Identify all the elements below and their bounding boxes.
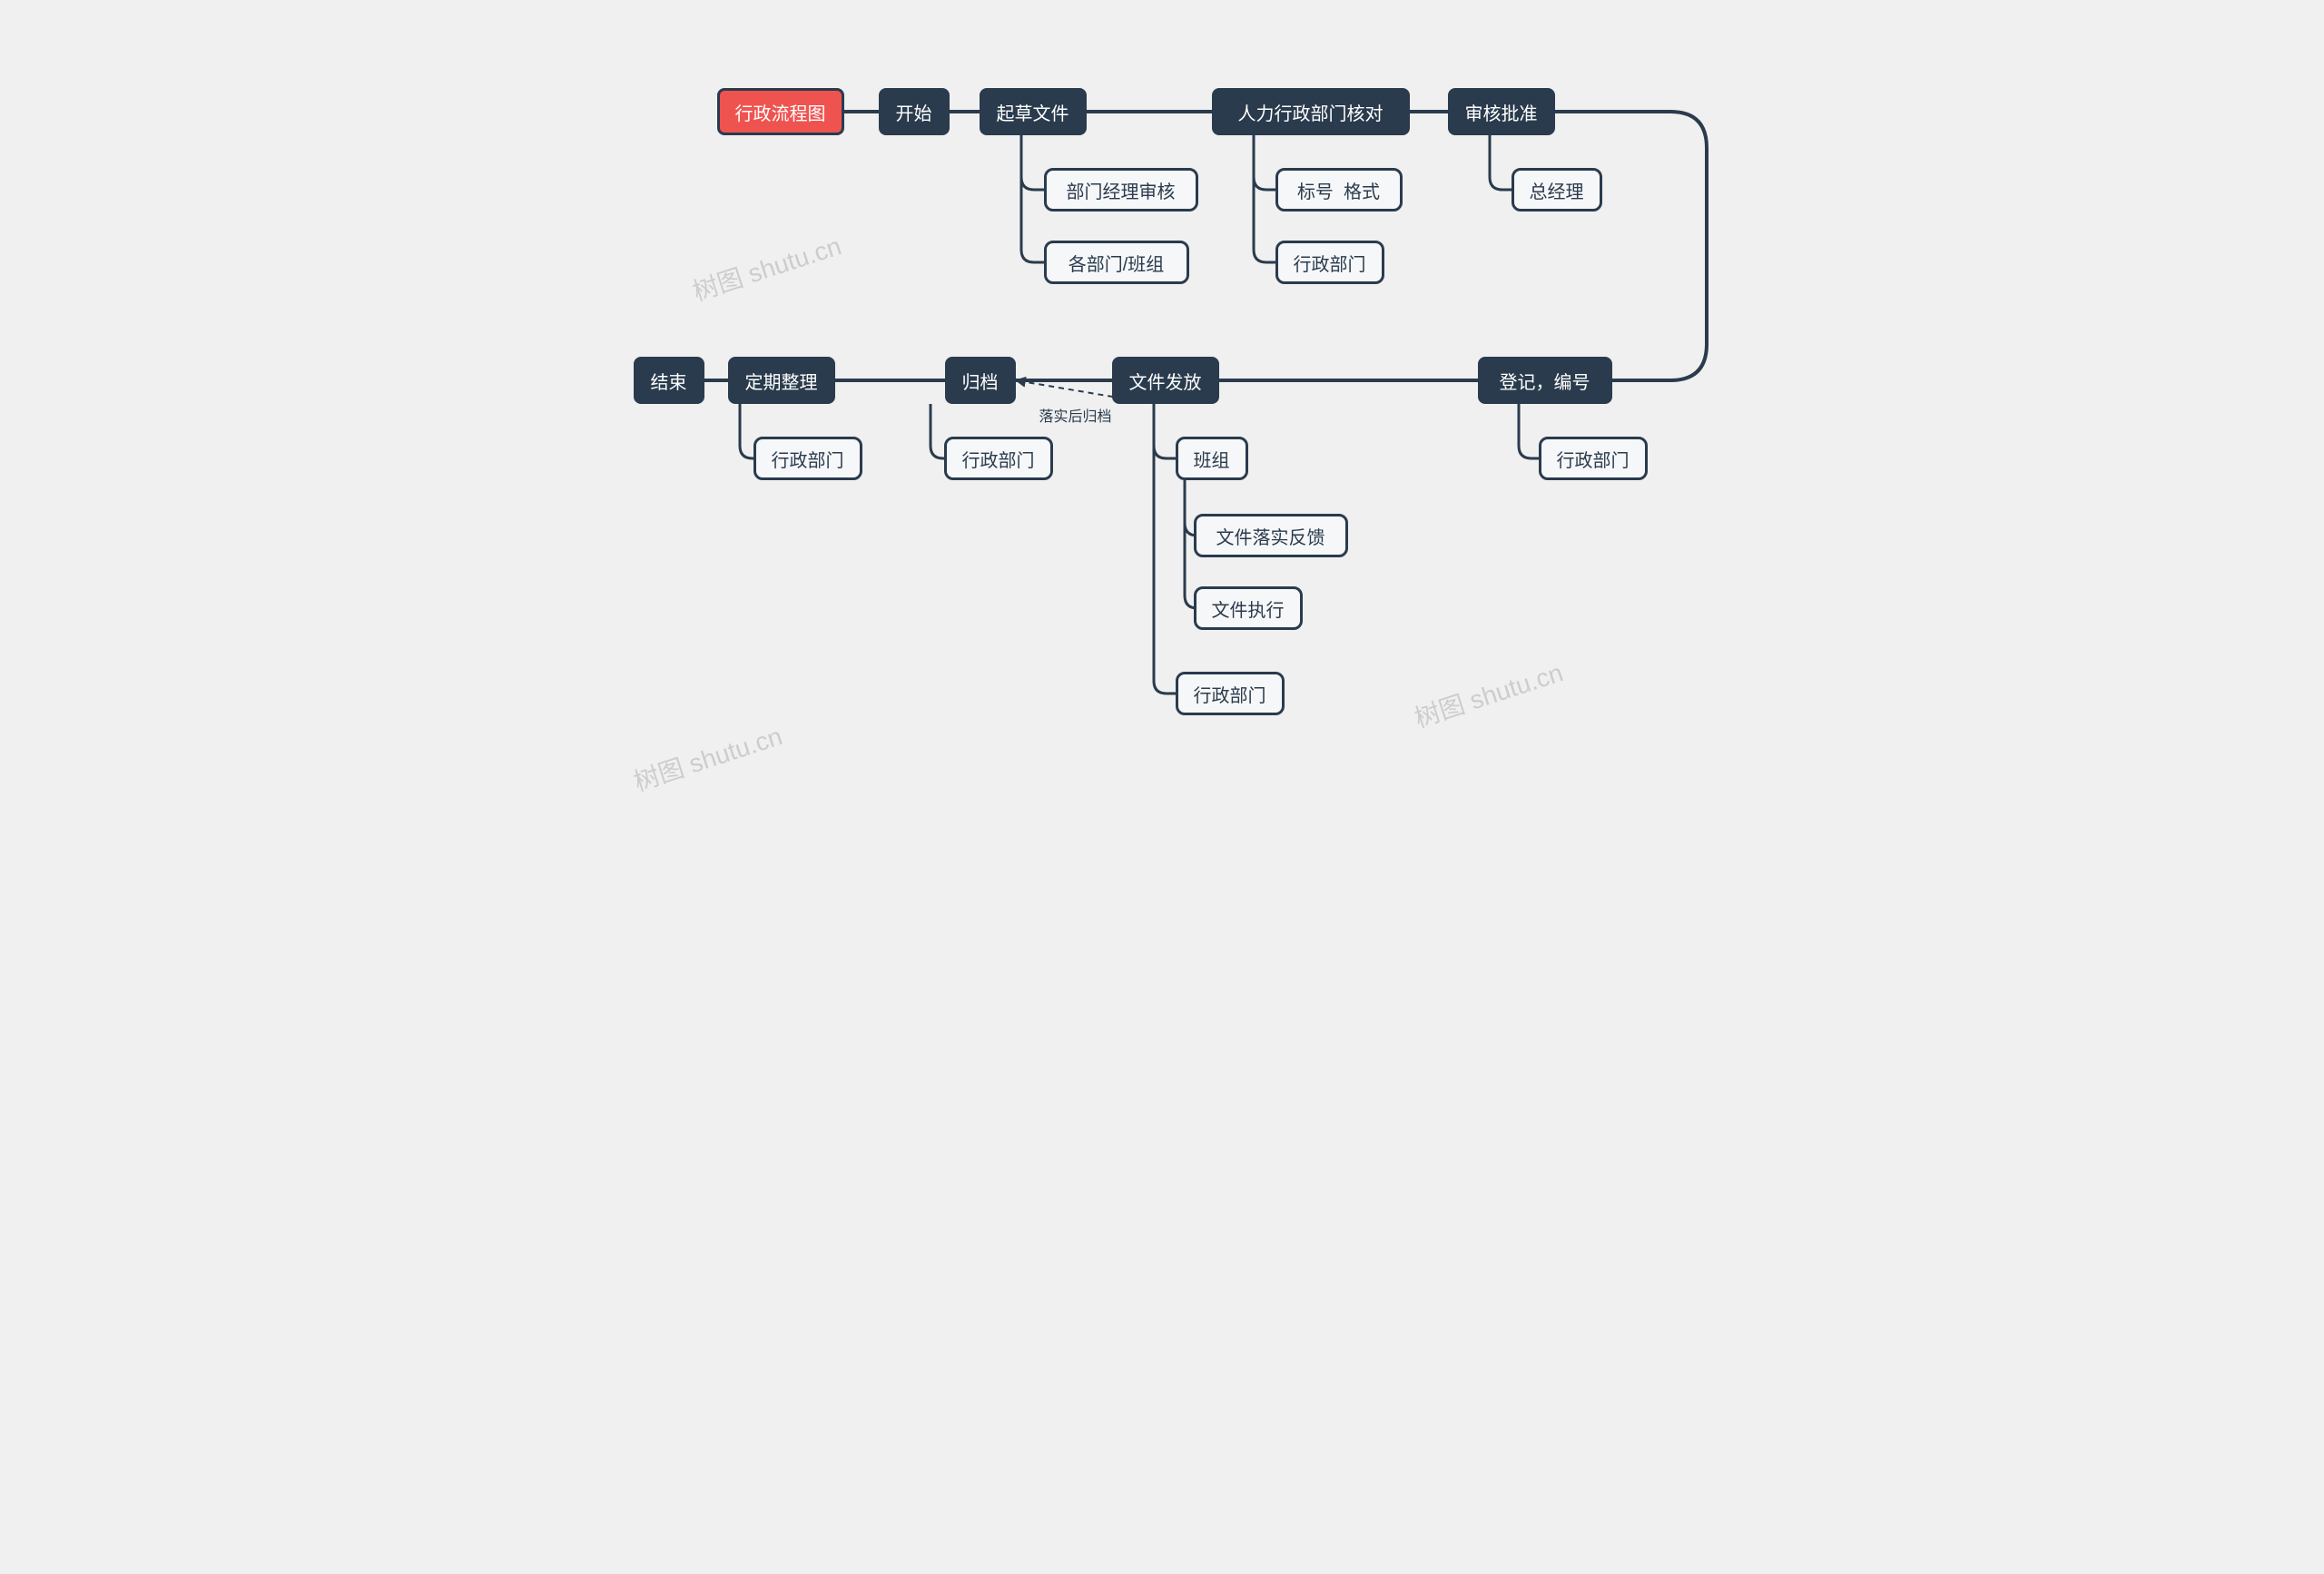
node-tidy[interactable]: 定期整理 bbox=[728, 357, 835, 404]
watermark: 树图 shutu.cn bbox=[628, 717, 786, 799]
node-admin3[interactable]: 行政部门 bbox=[1176, 672, 1285, 715]
node-admin1[interactable]: 行政部门 bbox=[1275, 241, 1384, 284]
node-admin4[interactable]: 行政部门 bbox=[944, 437, 1053, 480]
node-gm[interactable]: 总经理 bbox=[1512, 168, 1602, 212]
node-admin5[interactable]: 行政部门 bbox=[753, 437, 862, 480]
node-start[interactable]: 开始 bbox=[879, 88, 950, 135]
node-hrcheck[interactable]: 人力行政部门核对 bbox=[1212, 88, 1410, 135]
watermark: 树图 shutu.cn bbox=[1409, 654, 1567, 735]
flowchart-canvas: 落实后归档 行政流程图开始起草文件 人力行政部门核对审核批准部门经理审核各部门/班组… bbox=[549, 0, 1776, 830]
node-end[interactable]: 结束 bbox=[634, 357, 704, 404]
node-team[interactable]: 班组 bbox=[1176, 437, 1248, 480]
node-draft[interactable]: 起草文件 bbox=[980, 88, 1087, 135]
edge-label-archive: 落实后归档 bbox=[1038, 404, 1114, 426]
node-archive[interactable]: 归档 bbox=[945, 357, 1016, 404]
node-issue[interactable]: 文件发放 bbox=[1112, 357, 1219, 404]
node-admin2[interactable]: 行政部门 bbox=[1539, 437, 1648, 480]
node-mgrrev[interactable]: 部门经理审核 bbox=[1044, 168, 1198, 212]
node-exec[interactable]: 文件执行 bbox=[1194, 586, 1303, 630]
node-fb[interactable]: 文件落实反馈 bbox=[1194, 514, 1348, 557]
node-title[interactable]: 行政流程图 bbox=[717, 88, 844, 135]
node-reg[interactable]: 登记，编号 bbox=[1478, 357, 1612, 404]
node-approve[interactable]: 审核批准 bbox=[1448, 88, 1555, 135]
watermark: 树图 shutu.cn bbox=[687, 227, 845, 309]
node-fmt[interactable]: 标号 格式 bbox=[1275, 168, 1403, 212]
node-depts[interactable]: 各部门/班组 bbox=[1044, 241, 1189, 284]
